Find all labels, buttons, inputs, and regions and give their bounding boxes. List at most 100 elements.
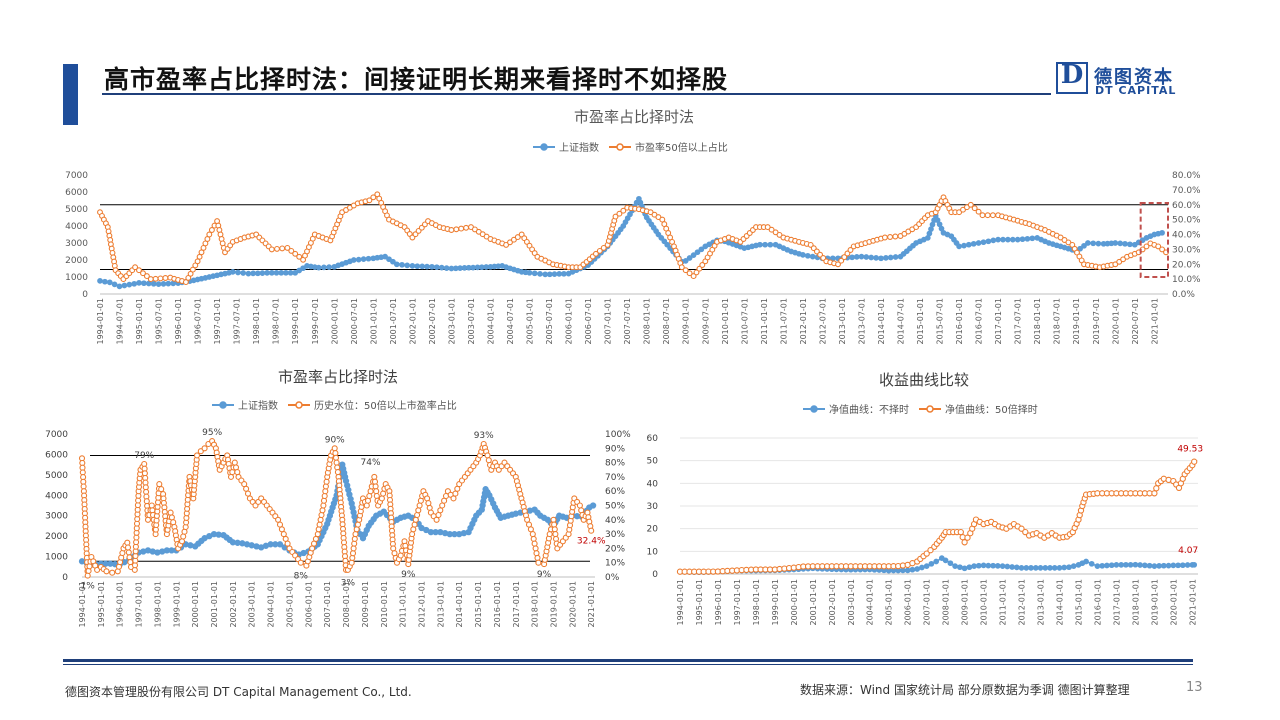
data-point xyxy=(883,255,889,261)
chart-title-left: 市盈率占比择时法 xyxy=(278,368,398,386)
x-tick-label: 2016-01-01 xyxy=(493,581,502,628)
x-tick-label: 2015-01-01 xyxy=(1074,579,1083,626)
data-point xyxy=(696,265,703,272)
series-line xyxy=(680,461,1195,573)
data-point xyxy=(841,254,848,261)
x-tick-label: 2017-01-01 xyxy=(512,581,521,628)
x-tick-label: 2000-01-01 xyxy=(191,581,200,628)
data-point xyxy=(416,502,423,509)
x-tick-label: 2011-01-01 xyxy=(760,298,769,345)
data-point xyxy=(245,270,252,277)
data-point xyxy=(1108,562,1115,569)
x-tick-label: 2008-01-01 xyxy=(942,579,951,626)
x-tick-label: 2005-01-01 xyxy=(885,579,894,626)
data-point xyxy=(229,269,236,275)
data-point xyxy=(975,208,982,215)
y-tick-label-left: 0 xyxy=(82,290,88,300)
data-point xyxy=(148,502,155,509)
data-point xyxy=(162,275,169,281)
end-value-label-timing: 49.53 xyxy=(1177,445,1203,455)
x-tick-label: 2019-01-01 xyxy=(1150,579,1159,626)
x-tick-label: 2011-07-01 xyxy=(779,298,788,345)
data-point xyxy=(971,563,977,569)
logo-text-cn: 德图资本 xyxy=(1094,67,1174,88)
data-point xyxy=(658,235,665,241)
y-tick-label: 10 xyxy=(647,547,659,557)
data-point xyxy=(975,240,982,246)
data-point xyxy=(1014,236,1021,243)
data-point xyxy=(352,531,359,538)
x-tick-label: 2007-01-01 xyxy=(923,579,932,626)
data-point xyxy=(182,279,189,286)
data-point xyxy=(965,241,972,248)
footer-company: 德图资本管理股份有限公司 DT Capital Management Co., … xyxy=(65,685,412,699)
legend-label-1: 市盈率50倍以上占比 xyxy=(635,141,728,154)
data-point xyxy=(351,535,358,542)
logo-letter: D xyxy=(1060,60,1084,90)
data-point xyxy=(919,564,925,571)
y-tick-label-left: 1000 xyxy=(45,553,68,563)
x-tick-label: 1995-01-01 xyxy=(97,581,106,628)
data-point xyxy=(600,244,607,251)
data-point xyxy=(1047,565,1053,571)
data-point xyxy=(366,197,373,204)
data-point xyxy=(1179,562,1186,569)
data-point xyxy=(1112,240,1119,246)
x-tick-label: 2013-01-01 xyxy=(838,298,847,345)
data-point xyxy=(1191,561,1198,568)
data-point xyxy=(424,263,430,270)
data-point xyxy=(928,560,935,567)
data-point xyxy=(124,544,132,551)
x-tick-label: 1995-01-01 xyxy=(695,579,704,626)
end-value-label-no-timing: 4.07 xyxy=(1178,546,1198,556)
data-point xyxy=(858,253,865,260)
y-tick-label-right: 20% xyxy=(605,544,625,554)
data-point xyxy=(437,507,444,514)
data-point xyxy=(250,270,256,277)
logo-text-en: DT CAPITAL xyxy=(1095,84,1177,97)
data-point xyxy=(425,500,432,507)
x-tick-label: 2012-07-01 xyxy=(818,298,827,345)
data-point xyxy=(1127,561,1134,568)
data-point xyxy=(1090,240,1097,247)
data-point xyxy=(1095,240,1102,247)
data-point xyxy=(1066,564,1072,571)
data-point xyxy=(556,271,563,277)
data-point xyxy=(909,566,916,573)
data-point xyxy=(363,502,370,509)
data-point xyxy=(382,253,388,260)
data-point xyxy=(243,485,250,492)
data-point xyxy=(532,545,539,552)
data-point xyxy=(144,516,152,523)
x-tick-label: 1997-01-01 xyxy=(135,581,144,628)
data-point xyxy=(984,212,991,219)
legend-swatch-marker xyxy=(616,143,624,151)
data-point xyxy=(1032,565,1039,571)
data-point xyxy=(1159,229,1165,236)
data-point xyxy=(127,559,134,566)
data-point xyxy=(616,210,623,217)
x-tick-label: 2010-01-01 xyxy=(380,581,389,628)
data-point xyxy=(1088,560,1095,567)
data-point xyxy=(280,531,287,538)
data-point xyxy=(321,264,327,271)
x-tick-label: 2005-01-01 xyxy=(526,298,535,345)
legend-swatch-marker xyxy=(295,401,303,409)
x-tick-label: 2014-01-01 xyxy=(877,298,886,345)
data-point xyxy=(661,238,668,245)
x-tick-label: 2003-01-01 xyxy=(248,581,257,628)
x-tick-label: 1997-01-01 xyxy=(733,579,742,626)
data-point xyxy=(655,231,662,238)
annotation-label: 1% xyxy=(81,582,96,592)
data-point xyxy=(208,227,215,233)
data-point xyxy=(319,507,326,514)
data-point xyxy=(180,533,187,540)
data-point xyxy=(227,473,235,480)
x-tick-label: 2008-01-01 xyxy=(643,298,652,345)
x-tick-label: 1999-01-01 xyxy=(771,579,780,626)
data-point xyxy=(990,237,997,244)
data-point xyxy=(690,252,697,258)
y-tick-label-right: 70.0% xyxy=(1172,186,1201,196)
x-tick-label: 2004-07-01 xyxy=(506,298,515,345)
x-tick-label: 1996-01-01 xyxy=(116,581,125,628)
